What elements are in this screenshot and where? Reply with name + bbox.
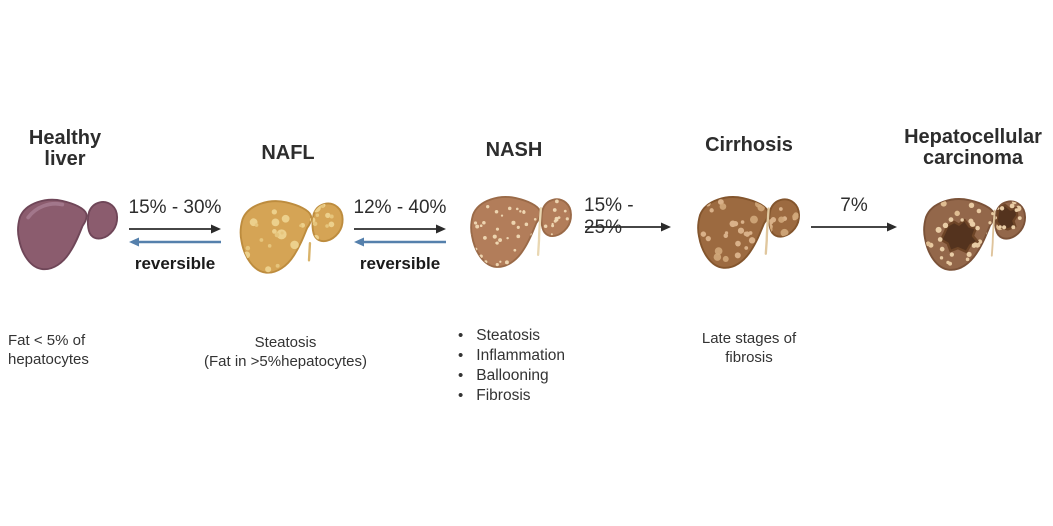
liver-right-lobe <box>86 201 119 240</box>
progression-arrow <box>354 224 446 234</box>
tumor-lesion-small <box>995 203 1019 231</box>
bullet-marker: • <box>458 387 464 404</box>
liver-left-lobe <box>697 196 769 269</box>
stage-title-cirrhosis: Cirrhosis <box>705 134 793 156</box>
reversal-arrow <box>129 237 221 247</box>
hepatocellular-carcinoma-liver-icon <box>923 198 1026 271</box>
liver-highlight <box>26 201 65 220</box>
stage-title-nafl: NAFL <box>261 142 315 164</box>
liver-ligament <box>536 207 543 256</box>
bullet-marker: • <box>458 327 464 344</box>
transition-rate: 7% <box>840 195 868 216</box>
transition-rate: 12% - 40% <box>353 197 447 218</box>
list-item: • Fibrosis <box>458 388 618 404</box>
tumor-rim-nodules <box>935 203 1022 257</box>
stage-title-healthy-liver: Healthy liver <box>28 127 102 170</box>
list-item: • Inflammation <box>458 348 618 364</box>
healthy-liver-icon <box>16 198 119 271</box>
nash-feature-label: Ballooning <box>476 367 549 384</box>
progression-arrow <box>585 222 671 232</box>
bullet-marker: • <box>458 347 464 364</box>
stage-title-hepatocellular-carcinoma: Hepatocellular carcinoma <box>904 126 1042 169</box>
nash-feature-label: Fibrosis <box>476 387 531 404</box>
stage-title-nash: NASH <box>485 139 543 161</box>
transition-healthy-to-nafl: 15% - 30% reversible <box>128 197 222 274</box>
nash-feature-label: Inflammation <box>476 347 565 364</box>
stage-description-cirrhosis: Late stages of fibrosis <box>701 330 797 366</box>
nash-feature-label: Steatosis <box>476 327 541 344</box>
liver-left-lobe <box>470 196 542 268</box>
nash-feature-list: • Steatosis • Inflammation • Ballooning … <box>458 328 618 408</box>
transition-nash-to-cirrhosis: 15% - 25% <box>584 195 672 238</box>
list-item: • Steatosis <box>458 328 618 344</box>
nash-liver-icon <box>470 196 572 268</box>
reversible-label: reversible <box>134 254 216 273</box>
transition-nafl-to-nash: 12% - 40% reversible <box>353 197 447 274</box>
cirrhosis-liver-icon <box>697 196 800 269</box>
list-item: • Ballooning <box>458 368 618 384</box>
reversal-arrow <box>354 237 446 247</box>
transition-cirrhosis-to-hcc: 7% <box>810 195 898 232</box>
liver-right-lobe <box>311 202 344 243</box>
transition-rate: 15% - 25% <box>584 195 634 238</box>
liver-ligament <box>307 242 312 262</box>
reversible-label: reversible <box>359 254 441 273</box>
nafl-liver-icon <box>239 200 344 274</box>
stage-description-nafl: Steatosis (Fat in >5%hepatocytes) <box>203 334 367 370</box>
liver-ligament <box>990 209 996 257</box>
transition-rate: 15% - 30% <box>128 197 222 218</box>
progression-arrow <box>811 222 897 232</box>
bullet-marker: • <box>458 367 464 384</box>
liver-ligament <box>764 207 770 255</box>
progression-arrow <box>129 224 221 234</box>
liver-left-lobe <box>16 198 88 271</box>
stage-description-healthy: Fat < 5% of hepatocytes <box>8 332 89 368</box>
